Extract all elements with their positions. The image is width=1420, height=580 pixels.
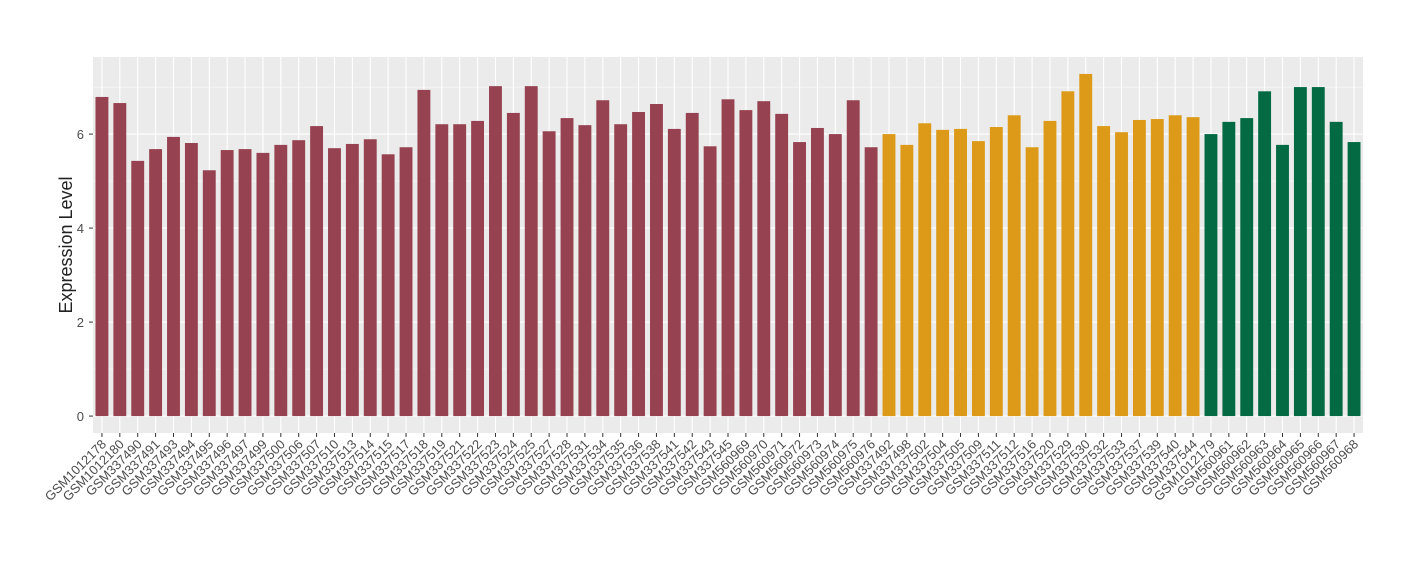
bar (149, 149, 163, 417)
bar (1025, 147, 1039, 417)
bar (757, 101, 771, 417)
bar (954, 128, 967, 417)
bar (721, 99, 735, 417)
bar (900, 144, 914, 417)
bar (775, 113, 789, 417)
bar (1204, 134, 1218, 417)
bar (524, 86, 538, 417)
bar (417, 89, 431, 417)
bar (1329, 121, 1343, 417)
bar (1311, 87, 1325, 417)
bar (846, 100, 860, 417)
bar (1276, 144, 1289, 417)
bar (131, 160, 145, 417)
bar (989, 127, 1003, 417)
bar (1240, 118, 1254, 417)
bar (1258, 91, 1272, 417)
bar (918, 123, 932, 417)
bar (810, 127, 824, 417)
bar (489, 86, 502, 417)
bar (685, 112, 699, 417)
y-tick-label: 0 (77, 409, 84, 424)
bar (936, 129, 950, 417)
bar (703, 146, 717, 417)
bar (328, 148, 341, 417)
bar (435, 124, 449, 417)
bar (167, 136, 180, 417)
bar (399, 147, 413, 417)
bar (578, 125, 592, 417)
bar (596, 100, 610, 417)
bar (1186, 117, 1200, 417)
bar (292, 140, 306, 417)
bar (614, 124, 628, 417)
bar (971, 141, 985, 417)
bar (202, 170, 216, 417)
bar (560, 118, 574, 417)
y-axis-title: Expression Level (56, 176, 76, 313)
bar (1222, 121, 1236, 417)
bar (453, 124, 467, 417)
bar (1150, 119, 1164, 417)
bar (1347, 142, 1361, 417)
bar (828, 134, 842, 417)
bar (184, 143, 198, 417)
bar (667, 128, 681, 417)
bar (381, 154, 395, 417)
bar (345, 143, 359, 417)
bar (95, 96, 109, 417)
y-tick-label: 6 (77, 127, 84, 142)
bar (363, 139, 377, 417)
bar (650, 104, 663, 417)
bar (113, 103, 127, 417)
bar (1132, 119, 1146, 417)
y-tick-label: 2 (77, 315, 84, 330)
bar (274, 144, 288, 417)
bar (1097, 126, 1111, 417)
bar (793, 142, 806, 417)
bar (220, 150, 234, 417)
bar (1168, 115, 1182, 417)
bar (864, 147, 878, 417)
bar (1115, 132, 1128, 417)
bar (542, 131, 556, 417)
bar (310, 126, 324, 417)
bar (1079, 73, 1093, 417)
bar (882, 134, 896, 417)
bar (1043, 120, 1057, 417)
bar (1293, 87, 1307, 417)
bar (471, 120, 485, 417)
y-tick-label: 4 (77, 221, 84, 236)
bar (739, 110, 753, 417)
bar (506, 112, 520, 417)
bar (1007, 115, 1021, 417)
bar (256, 152, 270, 417)
bar (238, 149, 252, 417)
bar (632, 111, 646, 417)
bar (1061, 91, 1075, 417)
